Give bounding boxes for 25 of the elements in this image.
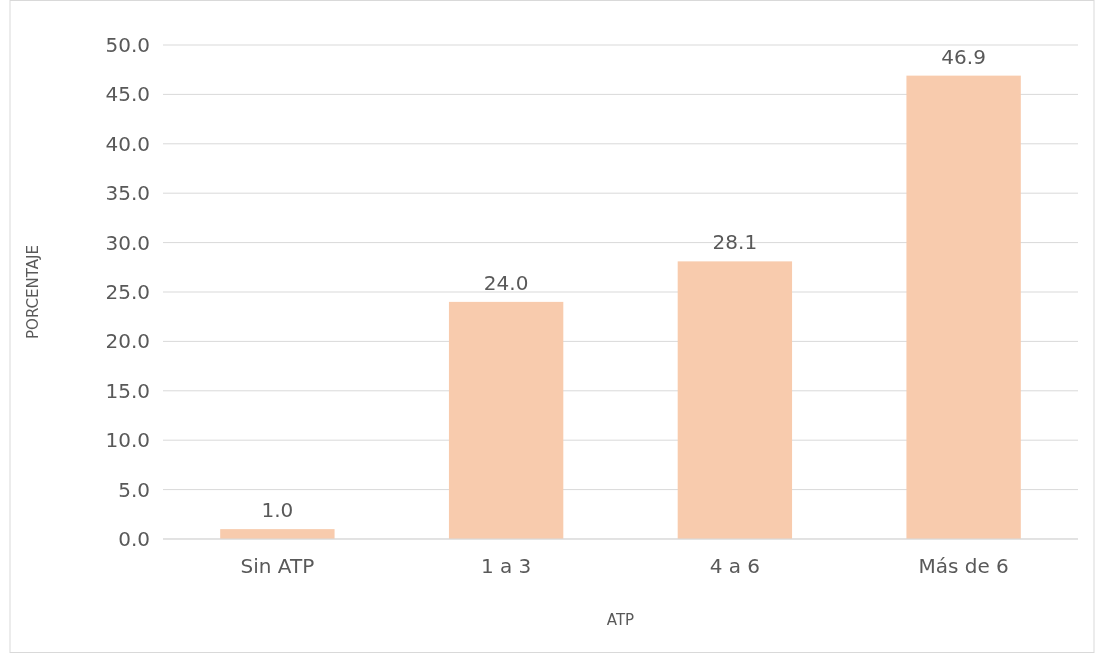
bar [677,261,793,539]
y-tick-label: 0.0 [118,527,150,551]
x-tick-label: Sin ATP [240,554,315,578]
x-axis-title: ATP [606,611,635,629]
bar [220,529,335,539]
bar [448,301,564,539]
data-label: 1.0 [261,498,294,523]
y-axis-title: PORCENTAJE [24,245,42,339]
y-tick-label: 30.0 [105,230,150,255]
y-tick-label: 10.0 [105,428,150,453]
y-tick-label: 40.0 [105,131,150,156]
data-label: 46.9 [941,44,986,69]
x-tick-label: Más de 6 [918,554,1009,578]
x-tick-label: 1 a 3 [480,554,532,578]
y-tick-label: 25.0 [105,280,150,304]
bar [906,75,1021,539]
y-tick-label: 45.0 [105,82,150,107]
y-tick-label: 20.0 [105,329,150,354]
y-tick-label: 35.0 [105,181,150,206]
x-tick-label: 4 a 6 [709,554,761,578]
data-label: 24.0 [483,270,529,295]
y-tick-label: 50.0 [105,33,150,57]
data-label: 28.1 [712,230,758,255]
y-tick-label: 15.0 [105,378,150,403]
y-tick-label: 5.0 [118,477,150,502]
